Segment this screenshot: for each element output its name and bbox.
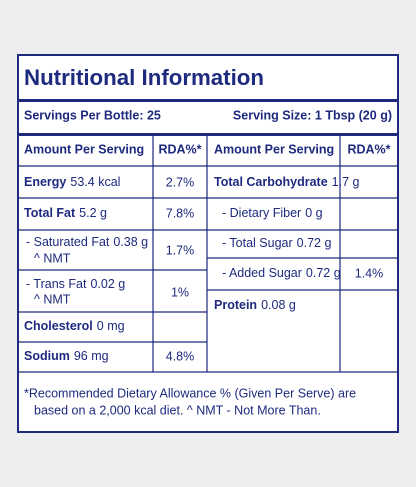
divider <box>18 133 398 136</box>
nutrient-amount: 0 mg <box>97 319 125 333</box>
nutrient-amount: 0.38 g <box>113 235 148 249</box>
footnote: based on a 2,000 kcal diet. ^ NMT - Not … <box>34 403 321 417</box>
nutrient: Cholesterol 0 mg <box>24 319 125 333</box>
nutrient-note: ^ NMT <box>34 251 71 265</box>
rda: 1% <box>171 285 189 299</box>
header: Amount Per Serving <box>24 142 144 156</box>
nutrient-name: - Total Sugar <box>222 236 293 250</box>
nutrient-name: Protein <box>214 298 257 312</box>
nutrient-name: - Saturated Fat <box>26 235 110 249</box>
rda: 1.4% <box>355 266 384 280</box>
nutrient: - Saturated Fat 0.38 g <box>26 235 148 249</box>
nutrient-name: Sodium <box>24 349 70 363</box>
rda: 4.8% <box>166 349 195 363</box>
title: Nutritional Information <box>24 65 264 90</box>
nutrient: Total Carbohydrate 1.7 g <box>214 175 360 189</box>
nutrient-name: Cholesterol <box>24 319 93 333</box>
nutrient-amount: 1.7 g <box>332 175 360 189</box>
nutrient-name: Energy <box>24 175 66 189</box>
nutrient: Energy 53.4 kcal <box>24 175 120 189</box>
header: RDA%* <box>158 142 201 156</box>
nutrient-amount: 53.4 kcal <box>70 175 120 189</box>
rda: 2.7% <box>166 175 195 189</box>
header: RDA%* <box>347 142 390 156</box>
servings-per-bottle: Servings Per Bottle: 25 <box>24 108 161 122</box>
nutrient: - Trans Fat 0.02 g <box>26 277 125 291</box>
label-box <box>17 54 399 433</box>
header: Amount Per Serving <box>214 142 334 156</box>
nutrient-amount: 0 g <box>305 206 322 220</box>
nutrient: Total Fat 5.2 g <box>24 206 107 220</box>
nutrient: Sodium 96 mg <box>24 349 109 363</box>
nutrient-amount: 96 mg <box>74 349 109 363</box>
nutrient: - Dietary Fiber 0 g <box>222 206 323 220</box>
nutrient-name: Total Carbohydrate <box>214 175 328 189</box>
nutrient-amount: 0.72 g <box>306 266 341 280</box>
footnote: *Recommended Dietary Allowance % (Given … <box>24 386 356 400</box>
nutrient-name: - Added Sugar <box>222 266 302 280</box>
nutrient-name: - Trans Fat <box>26 277 87 291</box>
nutrient-amount: 0.72 g <box>297 236 332 250</box>
nutrient-note: ^ NMT <box>34 292 71 306</box>
divider <box>18 99 398 102</box>
serving-size: Serving Size: 1 Tbsp (20 g) <box>233 108 392 122</box>
grid <box>18 135 398 373</box>
nutrient-name: - Dietary Fiber <box>222 206 301 220</box>
nutrient: - Added Sugar 0.72 g <box>222 266 341 280</box>
nutrient: Protein 0.08 g <box>214 298 296 312</box>
nutrient-amount: 0.08 g <box>261 298 296 312</box>
nutrient: - Total Sugar 0.72 g <box>222 236 331 250</box>
nutrient-amount: 5.2 g <box>79 206 107 220</box>
nutrient-amount: 0.02 g <box>90 277 125 291</box>
rda: 1.7% <box>166 243 195 257</box>
nutrient-name: Total Fat <box>24 206 76 220</box>
rda: 7.8% <box>166 206 195 220</box>
